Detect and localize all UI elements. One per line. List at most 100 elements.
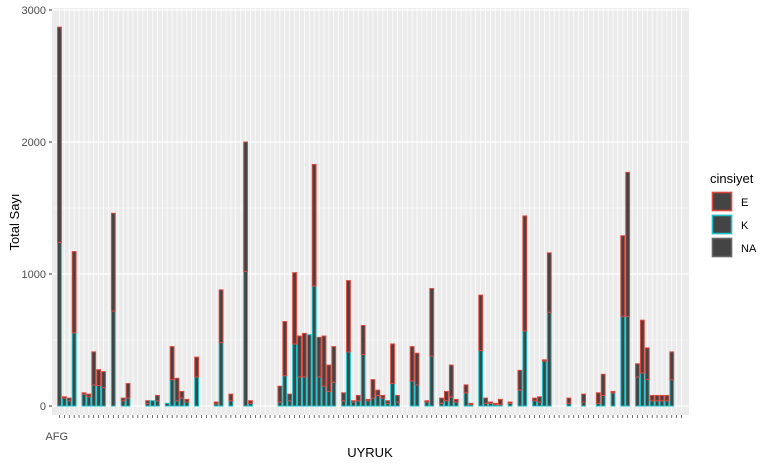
bar-segment-E	[390, 343, 395, 385]
bar-segment-E	[282, 321, 288, 377]
bar-segment-K	[625, 315, 631, 407]
bar-segment-K	[101, 387, 106, 407]
bar-segment-E	[649, 394, 655, 402]
bars	[57, 26, 675, 407]
bar-segment-K	[463, 392, 469, 407]
y-tick-label: 1000	[22, 269, 46, 281]
bar-segment-K	[424, 401, 430, 407]
bar-segment-K	[120, 400, 126, 407]
legend-key-NA	[711, 237, 733, 258]
bar-segment-K	[600, 394, 606, 407]
bar-segment-E	[468, 402, 474, 406]
bar-segment-E	[659, 394, 665, 402]
bar-segment-E	[463, 384, 469, 394]
bar-segment-E	[370, 379, 376, 399]
bar-segment-K	[218, 342, 224, 407]
bar-segment-K	[453, 401, 459, 407]
y-axis: 0 1000 2000 3000	[22, 5, 52, 413]
bar-segment-E	[110, 212, 116, 312]
bar-segment-E	[297, 335, 302, 378]
bar-segment-E	[360, 324, 366, 356]
bar-segment-K	[375, 394, 381, 407]
legend-label-E: E	[741, 197, 748, 209]
bar-segment-K	[355, 400, 361, 407]
bar-segment-K	[610, 392, 616, 407]
bar-segment-E	[517, 369, 523, 391]
bar-segment-K	[57, 241, 62, 407]
x-tick-label: AFG	[45, 431, 68, 443]
bar-segment-K	[297, 376, 302, 407]
bar-segment-K	[311, 285, 317, 407]
bar-segment-K	[66, 400, 72, 407]
bar-segment-E	[169, 346, 175, 381]
x-axis: AFG	[45, 415, 682, 443]
bar-segment-E	[488, 401, 493, 404]
bar-segment-E	[654, 394, 660, 402]
bar-segment-K	[331, 381, 337, 407]
bar-segment-E	[81, 392, 87, 395]
bar-segment-E	[341, 392, 346, 402]
bar-segment-K	[228, 400, 234, 407]
bar-segment-E	[507, 401, 513, 404]
bar-segment-K	[61, 397, 67, 407]
bar-segment-K	[277, 401, 283, 407]
bar-segment-E	[669, 351, 675, 381]
bar-segment-K	[448, 396, 454, 407]
bar-segment-E	[478, 294, 484, 352]
bar-segment-E	[380, 394, 386, 399]
legend-label-K: K	[741, 220, 749, 232]
bar-segment-K	[522, 330, 528, 407]
bar-segment-E	[620, 235, 626, 317]
bar-segment-E	[595, 392, 601, 404]
bar-segment-K	[341, 400, 346, 407]
bar-segment-E	[639, 319, 645, 374]
bar-segment-K	[517, 389, 523, 407]
bar-segment-E	[243, 141, 249, 272]
bar-segment-E	[174, 377, 180, 402]
bar-segment-K	[664, 400, 670, 407]
bar-segment-E	[483, 397, 489, 404]
bar-segment-E	[218, 289, 224, 344]
bar-segment-E	[184, 398, 190, 403]
bar-segment-K	[380, 397, 386, 407]
legend-key-K	[711, 214, 733, 235]
bar-segment-K	[639, 372, 645, 407]
bar-segment-E	[311, 163, 317, 287]
bar-segment-E	[101, 371, 106, 389]
bar-segment-E	[537, 396, 542, 403]
bar-segment-E	[581, 393, 586, 403]
bar-segment-E	[287, 393, 293, 402]
bar-segment-E	[439, 397, 444, 404]
y-tick-label: 0	[40, 401, 46, 413]
bar-segment-E	[566, 397, 572, 404]
bar-segment-K	[537, 401, 542, 407]
bar-segment-E	[424, 400, 430, 403]
bar-segment-E	[301, 332, 307, 378]
legend-label-NA: NA	[741, 243, 757, 255]
bar-segment-E	[444, 390, 449, 402]
bar-segment-E	[331, 346, 337, 383]
bar-segment-K	[546, 311, 552, 407]
bar-segment-E	[355, 394, 361, 402]
bar-segment-E	[213, 401, 219, 405]
bar-segment-K	[169, 379, 175, 407]
bar-segment-K	[91, 384, 97, 407]
bar-segment-K	[81, 393, 87, 407]
bar-segment-E	[125, 383, 131, 399]
bar-segment-E	[228, 393, 234, 402]
bar-segment-K	[532, 400, 538, 407]
bar-segment-K	[282, 375, 288, 407]
bar-segment-E	[546, 252, 552, 313]
bar-segment-E	[492, 402, 498, 406]
bar-segment-K	[306, 334, 312, 407]
bar-segment-E	[350, 400, 356, 403]
bar-segment-E	[453, 398, 459, 403]
bar-segment-K	[174, 400, 180, 407]
bar-segment-K	[649, 400, 655, 407]
bar-segment-K	[429, 355, 435, 407]
bar-segment-K	[86, 396, 92, 407]
bar-segment-K	[350, 401, 356, 407]
bar-segment-E	[61, 396, 67, 399]
bar-segment-E	[429, 288, 435, 357]
